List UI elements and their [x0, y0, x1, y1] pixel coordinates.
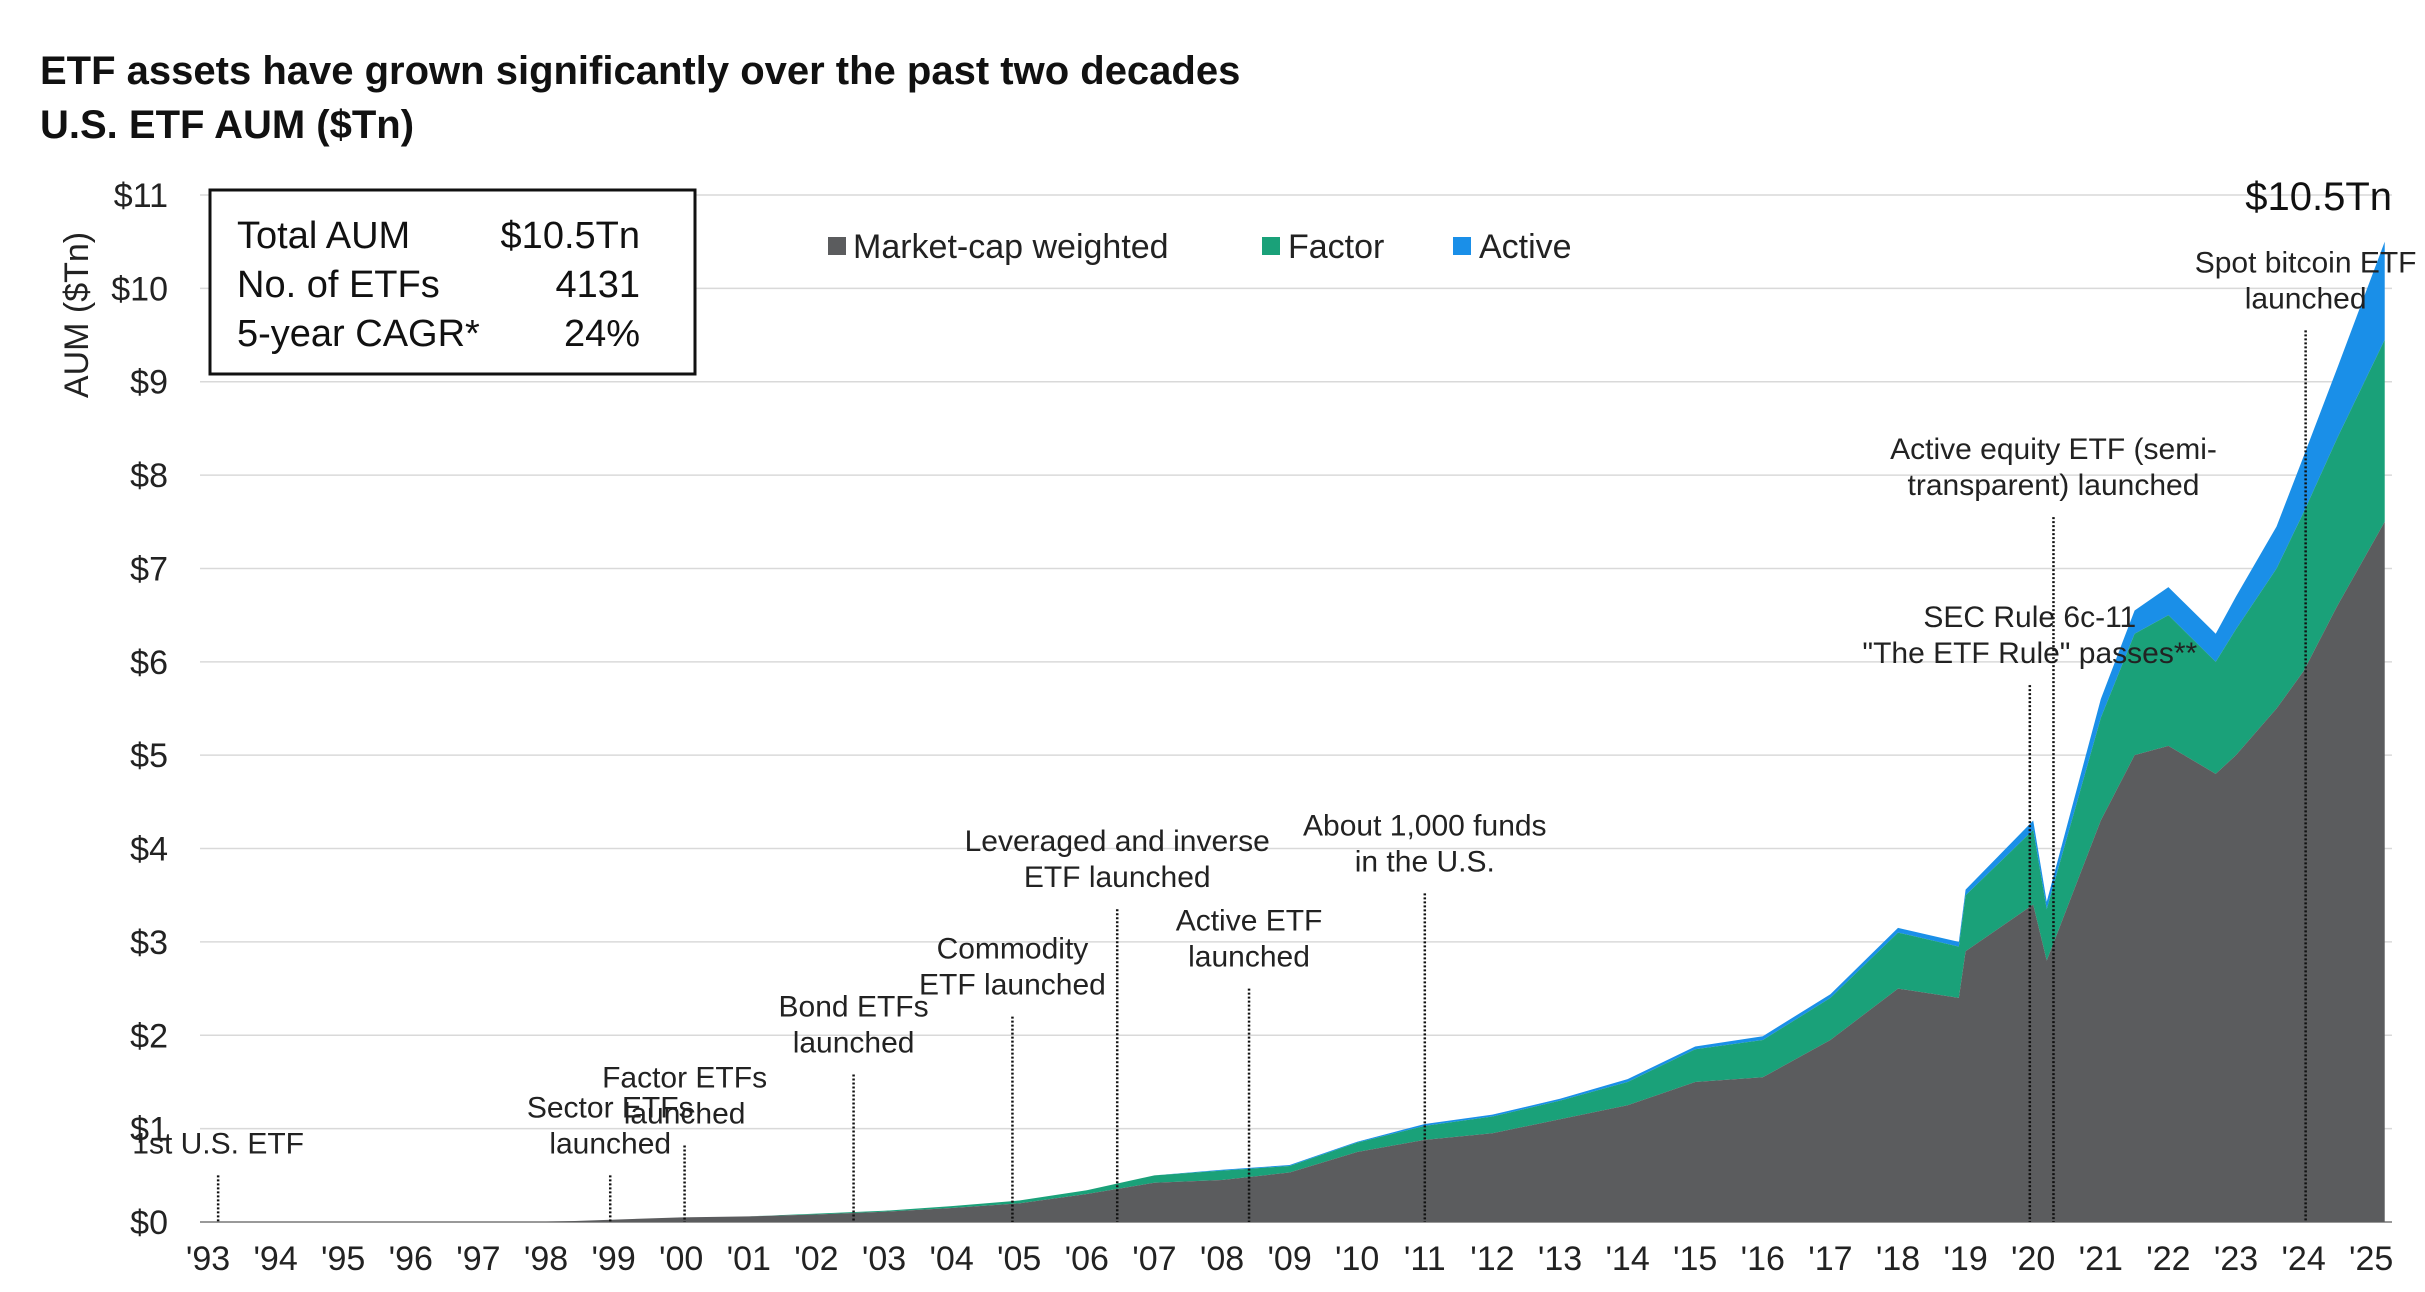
y-tick-label: $8: [130, 457, 168, 495]
y-tick-label: $11: [114, 177, 168, 215]
legend: Market-cap weighted Factor Active: [828, 228, 1572, 266]
area-market-cap-weighted: [208, 521, 2385, 1222]
x-tick-label: '05: [997, 1240, 1041, 1278]
annotation-text: Sector ETFs: [527, 1091, 694, 1124]
y-tick-label: $10: [111, 270, 168, 308]
area-series: [208, 241, 2385, 1222]
summary-label-num-etfs: No. of ETFs: [237, 264, 440, 306]
x-tick-label: '14: [1605, 1240, 1649, 1278]
x-tick-label: '23: [2214, 1240, 2258, 1278]
x-tick-label: '15: [1673, 1240, 1717, 1278]
x-tick-label: '95: [321, 1240, 365, 1278]
legend-swatch-active: [1453, 237, 1471, 255]
x-tick-label: '17: [1808, 1240, 1852, 1278]
chart-title: ETF assets have grown significantly over…: [40, 49, 1240, 93]
summary-label-total-aum: Total AUM: [237, 215, 410, 257]
area-factor: [208, 339, 2385, 1222]
x-tick-labels: '93 '94 '95 '96 '97 '98 '99 '00 '01 '02 '03 '04 '05 '…: [186, 1240, 2394, 1278]
y-tick-label: $2: [130, 1017, 168, 1055]
x-tick-label: '19: [1943, 1240, 1987, 1278]
annotation-text: Commodity: [937, 933, 1089, 966]
annotation-text: "The ETF Rule" passes**: [1862, 637, 2197, 670]
legend-label-market-cap: Market-cap weighted: [853, 228, 1169, 266]
y-tick-labels: $0 $1 $2 $3 $4 $5 $6 $7 $8 $9 $10 $11: [111, 177, 168, 1242]
x-tick-label: '13: [1538, 1240, 1582, 1278]
annotation-text: Active equity ETF (semi-: [1890, 433, 2217, 466]
annotation-text: launched: [624, 1097, 746, 1130]
x-tick-label: '04: [929, 1240, 973, 1278]
annotation-text: Active ETF: [1176, 905, 1323, 938]
annotation-text: transparent) launched: [1908, 469, 2200, 502]
y-tick-label: $6: [130, 644, 168, 682]
annotation-text: 1st U.S. ETF: [132, 1127, 304, 1160]
annotation-text: About 1,000 funds: [1303, 809, 1547, 842]
summary-value-total-aum: $10.5Tn: [501, 215, 640, 257]
annotation-text: launched: [2245, 282, 2367, 315]
legend-label-factor: Factor: [1288, 228, 1384, 266]
x-tick-label: '08: [1200, 1240, 1244, 1278]
y-tick-label: $0: [130, 1204, 168, 1242]
x-tick-label: '24: [2281, 1240, 2325, 1278]
x-tick-label: '96: [389, 1240, 433, 1278]
legend-label-active: Active: [1479, 228, 1572, 266]
annotation-text: in the U.S.: [1355, 845, 1495, 878]
x-tick-label: '25: [2349, 1240, 2393, 1278]
x-tick-label: '01: [727, 1240, 771, 1278]
x-tick-label: '02: [794, 1240, 838, 1278]
x-tick-label: '11: [1404, 1240, 1446, 1278]
y-tick-label: $9: [130, 364, 168, 402]
x-tick-label: '09: [1267, 1240, 1311, 1278]
annotation-text: ETF launched: [1024, 861, 1211, 894]
legend-swatch-factor: [1262, 237, 1280, 255]
annotation-text: Leveraged and inverse: [965, 825, 1270, 858]
x-tick-label: '07: [1132, 1240, 1176, 1278]
annotation-text: Factor ETFs: [602, 1061, 767, 1094]
chart-subtitle: U.S. ETF AUM ($Tn): [40, 103, 414, 147]
summary-label-cagr: 5-year CAGR*: [237, 313, 480, 355]
summary-value-cagr: 24%: [564, 313, 640, 355]
annotation-text: Bond ETFs: [779, 990, 929, 1023]
y-tick-label: $4: [130, 831, 168, 869]
annotation-text: ETF launched: [919, 969, 1106, 1002]
x-tick-label: '00: [659, 1240, 703, 1278]
x-tick-label: '94: [253, 1240, 297, 1278]
x-tick-label: '18: [1876, 1240, 1920, 1278]
y-tick-label: $3: [130, 924, 168, 962]
annotation-text: launched: [793, 1026, 915, 1059]
summary-value-num-etfs: 4131: [555, 264, 640, 306]
summary-box: Total AUM $10.5Tn No. of ETFs 4131 5-yea…: [208, 188, 697, 376]
end-value-label: $10.5Tn: [2245, 175, 2392, 219]
y-axis-label: AUM ($Tn): [58, 232, 96, 398]
x-tick-label: '10: [1335, 1240, 1379, 1278]
y-tick-label: $7: [130, 550, 168, 588]
x-tick-label: '21: [2079, 1240, 2123, 1278]
x-tick-label: '20: [2011, 1240, 2055, 1278]
x-tick-label: '06: [1065, 1240, 1109, 1278]
legend-swatch-market-cap: [828, 237, 846, 255]
y-tick-label: $5: [130, 737, 168, 775]
annotation-text: launched: [549, 1127, 671, 1160]
annotation-text: launched: [1188, 941, 1310, 974]
y-tick-label: $1: [130, 1111, 168, 1149]
x-tick-label: '22: [2146, 1240, 2190, 1278]
annotation-text: SEC Rule 6c-11: [1923, 601, 2136, 634]
x-tick-label: '03: [862, 1240, 906, 1278]
annotation-text: Spot bitcoin ETF: [2195, 246, 2417, 279]
x-tick-label: '12: [1470, 1240, 1514, 1278]
x-tick-label: '97: [456, 1240, 500, 1278]
summary-box-frame: [208, 188, 697, 376]
x-tick-label: '99: [591, 1240, 635, 1278]
x-tick-label: '98: [524, 1240, 568, 1278]
x-tick-label: '93: [186, 1240, 230, 1278]
x-tick-label: '16: [1741, 1240, 1785, 1278]
